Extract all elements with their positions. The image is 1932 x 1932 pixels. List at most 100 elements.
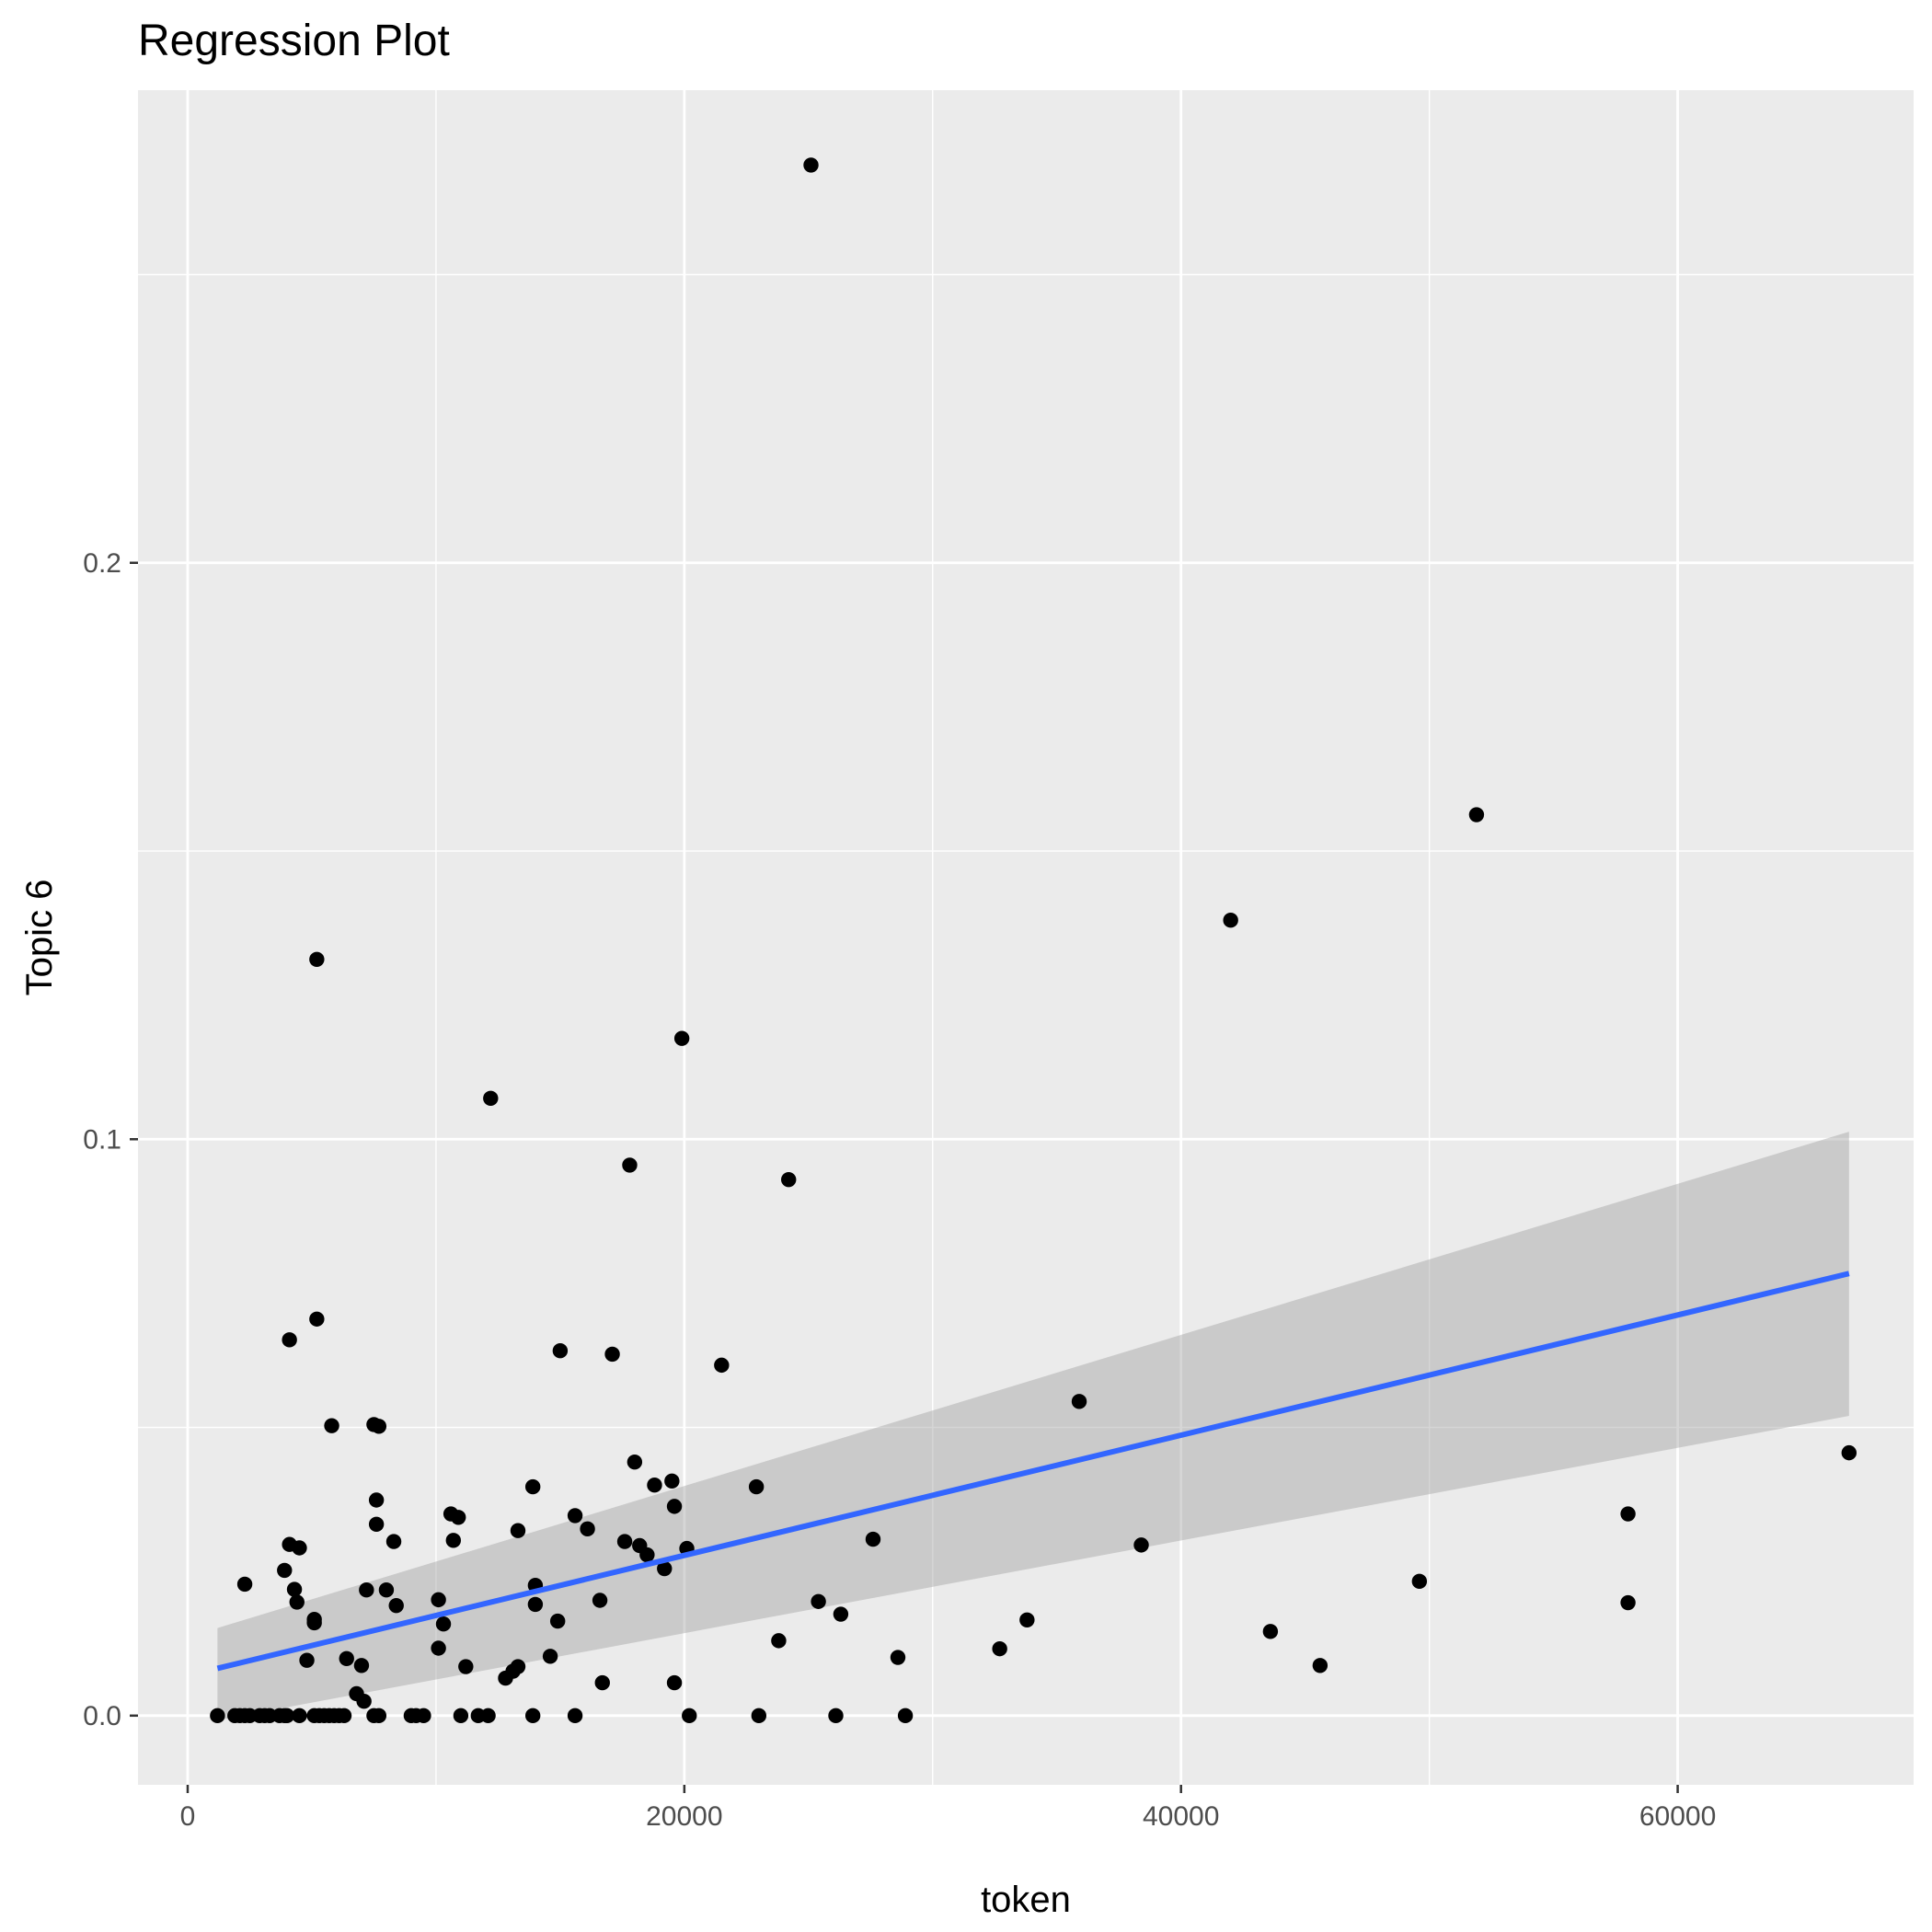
y-tick-label: 0.1 [83,1124,121,1155]
data-point [803,157,819,173]
chart-title: Regression Plot [138,17,450,65]
confidence-band-layer [217,1132,1849,1720]
data-point [594,1674,610,1691]
data-point [210,1708,225,1724]
scatter-points [210,157,1857,1724]
data-point [627,1454,643,1470]
data-point [1262,1624,1279,1639]
data-point [1620,1594,1636,1611]
data-point [542,1649,558,1664]
confidence-band [217,1132,1849,1720]
data-point [1223,913,1238,928]
data-point [483,1090,499,1107]
data-point [368,1492,385,1508]
data-point [431,1592,446,1608]
y-axis-ticks: 0.0 0.1 0.2 [83,548,138,1731]
data-point [292,1708,307,1724]
data-point [510,1659,526,1674]
x-tick-label: 20000 [646,1801,722,1832]
data-point [416,1708,431,1724]
y-axis-title: Topic 6 [19,880,60,996]
data-point [567,1708,583,1724]
data-point [453,1708,469,1724]
data-point [339,1650,354,1666]
data-point [1019,1612,1035,1628]
data-point [751,1708,767,1724]
data-point [1312,1658,1328,1673]
data-point [1411,1573,1428,1590]
data-point [664,1473,680,1489]
data-point [890,1650,906,1665]
data-point [657,1560,673,1577]
data-point [286,1581,303,1597]
y-tick-label: 0.2 [83,548,121,579]
data-point [682,1708,697,1724]
data-point [277,1562,293,1579]
data-point [1468,807,1485,822]
data-point [604,1346,620,1363]
data-point [356,1693,372,1709]
data-point [353,1658,370,1673]
data-point [371,1708,387,1724]
data-point [622,1157,638,1173]
data-point [458,1659,474,1674]
data-point [828,1708,844,1724]
data-point [324,1418,339,1433]
data-point [1071,1394,1087,1409]
data-point [811,1593,826,1609]
data-point [1620,1506,1636,1522]
data-point [299,1652,315,1668]
data-point [368,1516,385,1533]
data-point [309,1311,325,1327]
data-point [549,1613,566,1629]
regression-line-layer [216,1271,1850,1672]
y-tick-label: 0.0 [83,1701,121,1731]
data-point [897,1708,914,1724]
data-point [236,1576,253,1593]
major-gridlines [138,90,1914,1785]
data-point [480,1708,496,1724]
data-point [289,1594,305,1610]
data-point [388,1597,404,1614]
data-point [639,1547,655,1563]
data-point [781,1171,797,1188]
x-axis-title: token [981,1880,1071,1920]
data-point [306,1615,322,1631]
data-point [567,1508,583,1524]
x-tick-label: 60000 [1639,1801,1716,1832]
x-axis-ticks: 0 20000 40000 60000 [180,1785,1716,1832]
x-tick-label: 0 [180,1801,196,1832]
data-point [592,1593,608,1608]
data-point [371,1419,387,1434]
data-point [510,1523,526,1538]
data-point [292,1540,307,1556]
minor-gridlines [138,90,1914,1785]
data-point [771,1633,787,1649]
data-point [445,1533,462,1548]
data-point [552,1343,569,1359]
data-point [431,1640,446,1656]
x-tick-label: 40000 [1143,1801,1219,1832]
data-point [279,1708,295,1724]
data-point [666,1499,683,1514]
data-point [673,1030,690,1046]
data-point [282,1332,297,1348]
data-point [378,1582,395,1598]
data-point [309,951,325,968]
plot-panel [138,90,1914,1785]
data-point [992,1640,1007,1657]
data-point [524,1478,541,1495]
data-point [616,1534,633,1549]
data-point [524,1708,541,1724]
data-point [1841,1444,1857,1461]
regression-line [216,1271,1850,1672]
data-point [647,1478,662,1493]
data-point [666,1674,683,1691]
data-point [580,1521,595,1537]
data-point [527,1596,544,1613]
data-point [385,1534,402,1549]
data-point [748,1478,765,1495]
data-point [1133,1537,1149,1553]
data-point [359,1582,374,1598]
